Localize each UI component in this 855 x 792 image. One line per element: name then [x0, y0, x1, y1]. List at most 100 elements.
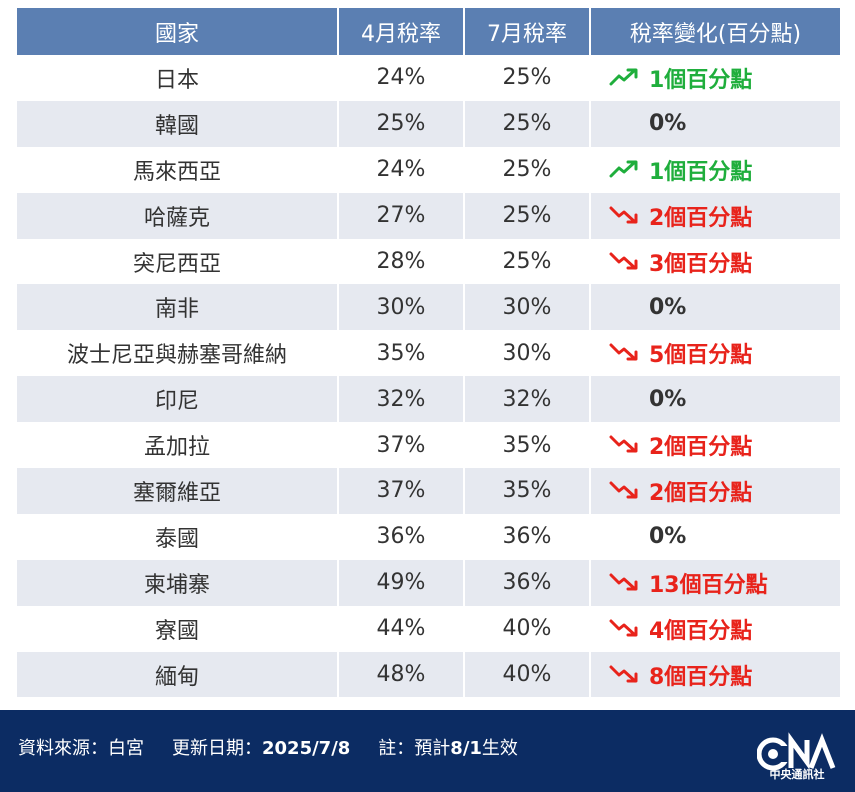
change-text: 2個百分點: [649, 205, 753, 231]
country-cell: 塞爾維亞: [132, 480, 221, 506]
april-rate-cell: 35%: [337, 330, 463, 377]
trend-down-icon: [609, 618, 641, 640]
july-rate-cell: 32%: [463, 376, 589, 423]
trend-up-icon: [609, 159, 641, 181]
header-july-rate: 7月稅率: [463, 8, 589, 55]
country-cell: 柬埔寨: [143, 572, 210, 598]
source-text: 資料來源：白宮: [18, 738, 144, 759]
trend-down-icon: [609, 434, 641, 456]
change-text: 2個百分點: [649, 435, 753, 461]
table-header-row: 國家 4月稅率 7月稅率 稅率變化(百分點): [17, 8, 840, 55]
change-cell: 2個百分點: [589, 468, 840, 514]
trend-down-icon: [609, 342, 641, 364]
footer-info: 資料來源：白宮 更新日期：2025/7/8 註：預計8/1生效: [18, 734, 518, 760]
change-cell: 5個百分點: [589, 330, 840, 377]
change-value: 0%: [609, 295, 686, 320]
table-row: 泰國 36% 36% 0%: [17, 513, 840, 560]
july-rate-cell: 25%: [463, 146, 589, 193]
change-cell: 0%: [589, 376, 840, 423]
note-label: 註：預計: [378, 738, 451, 759]
change-value: 2個百分點: [609, 200, 752, 232]
country-cell: 日本: [154, 67, 199, 93]
july-rate-cell: 36%: [463, 559, 589, 606]
change-text: 1個百分點: [649, 67, 753, 93]
table-body: 日本 24% 25% 1個百分點 韓國 25% 25% 0% 馬來西亞 24% 25% 1個百分點 哈薩…: [17, 55, 840, 698]
country-cell: 波士尼亞與赫塞哥維納: [66, 343, 287, 369]
change-value: 4個百分點: [609, 613, 752, 645]
country-cell: 孟加拉: [143, 435, 210, 461]
april-rate-cell: 24%: [337, 55, 463, 101]
note-text: 註：預計8/1生效: [378, 734, 518, 760]
july-rate-cell: 35%: [463, 422, 589, 469]
july-rate-cell: 25%: [463, 192, 589, 239]
change-cell: 4個百分點: [589, 605, 840, 652]
country-cell: 韓國: [154, 113, 199, 139]
change-text: 0%: [649, 294, 687, 320]
change-value: 0%: [609, 111, 686, 136]
trend-down-icon: [609, 572, 641, 594]
change-cell: 13個百分點: [589, 559, 840, 606]
change-text: 5個百分點: [649, 343, 753, 369]
july-rate-cell: 35%: [463, 468, 589, 514]
trend-down-icon: [609, 664, 641, 686]
table-row: 孟加拉 37% 35% 2個百分點: [17, 422, 840, 469]
table-row: 印尼 32% 32% 0%: [17, 376, 840, 423]
note-value: 8/1: [450, 738, 482, 759]
change-text: 13個百分點: [649, 572, 768, 598]
header-april-rate: 4月稅率: [337, 8, 463, 55]
change-cell: 0%: [589, 284, 840, 331]
table-row: 塞爾維亞 37% 35% 2個百分點: [17, 468, 840, 514]
change-value: 1個百分點: [609, 62, 752, 94]
july-rate-cell: 25%: [463, 100, 589, 147]
note-suffix: 生效: [481, 738, 518, 759]
country-cell: 哈薩克: [143, 205, 210, 231]
logo-text: 中央通訊社: [769, 768, 825, 781]
change-text: 0%: [649, 524, 687, 550]
table-row: 寮國 44% 40% 4個百分點: [17, 605, 840, 652]
header-country: 國家: [154, 21, 199, 47]
updated-label: 更新日期：: [172, 738, 262, 759]
table-row: 突尼西亞 28% 25% 3個百分點: [17, 238, 840, 285]
trend-down-icon: [609, 480, 641, 502]
april-rate-cell: 32%: [337, 376, 463, 423]
change-text: 2個百分點: [649, 480, 753, 506]
country-cell: 印尼: [154, 389, 199, 415]
change-text: 1個百分點: [649, 159, 753, 185]
footer: 資料來源：白宮 更新日期：2025/7/8 註：預計8/1生效 中央通訊社: [0, 710, 855, 792]
april-rate-cell: 37%: [337, 468, 463, 514]
updated-text: 更新日期：2025/7/8: [172, 734, 350, 760]
change-text: 3個百分點: [649, 251, 753, 277]
april-rate-cell: 37%: [337, 422, 463, 469]
july-rate-cell: 40%: [463, 651, 589, 698]
april-rate-cell: 44%: [337, 605, 463, 652]
country-cell: 突尼西亞: [132, 251, 221, 277]
change-text: 0%: [649, 111, 687, 137]
change-value: 0%: [609, 524, 686, 549]
change-cell: 2個百分點: [589, 422, 840, 469]
tariff-table: 國家 4月稅率 7月稅率 稅率變化(百分點) 日本 24% 25% 1個百分點 韓國 25…: [17, 8, 840, 698]
country-cell: 南非: [154, 297, 199, 323]
change-cell: 2個百分點: [589, 192, 840, 239]
change-cell: 1個百分點: [589, 146, 840, 193]
trend-down-icon: [609, 251, 641, 273]
change-text: 8個百分點: [649, 664, 753, 690]
country-cell: 泰國: [154, 526, 199, 552]
table-row: 柬埔寨 49% 36% 13個百分點: [17, 559, 840, 606]
change-value: 3個百分點: [609, 246, 752, 278]
april-rate-cell: 48%: [337, 651, 463, 698]
table-row: 日本 24% 25% 1個百分點: [17, 55, 840, 101]
change-value: 0%: [609, 387, 686, 412]
table-row: 波士尼亞與赫塞哥維納 35% 30% 5個百分點: [17, 330, 840, 377]
country-cell: 寮國: [154, 618, 199, 644]
header-rate-change: 稅率變化(百分點): [589, 8, 840, 55]
april-rate-cell: 36%: [337, 513, 463, 560]
change-cell: 8個百分點: [589, 651, 840, 698]
change-cell: 0%: [589, 513, 840, 560]
april-rate-cell: 28%: [337, 238, 463, 285]
change-cell: 0%: [589, 100, 840, 147]
change-cell: 1個百分點: [589, 55, 840, 101]
july-rate-cell: 30%: [463, 330, 589, 377]
table-row: 哈薩克 27% 25% 2個百分點: [17, 192, 840, 239]
cna-logo: [757, 732, 836, 771]
july-rate-cell: 25%: [463, 238, 589, 285]
